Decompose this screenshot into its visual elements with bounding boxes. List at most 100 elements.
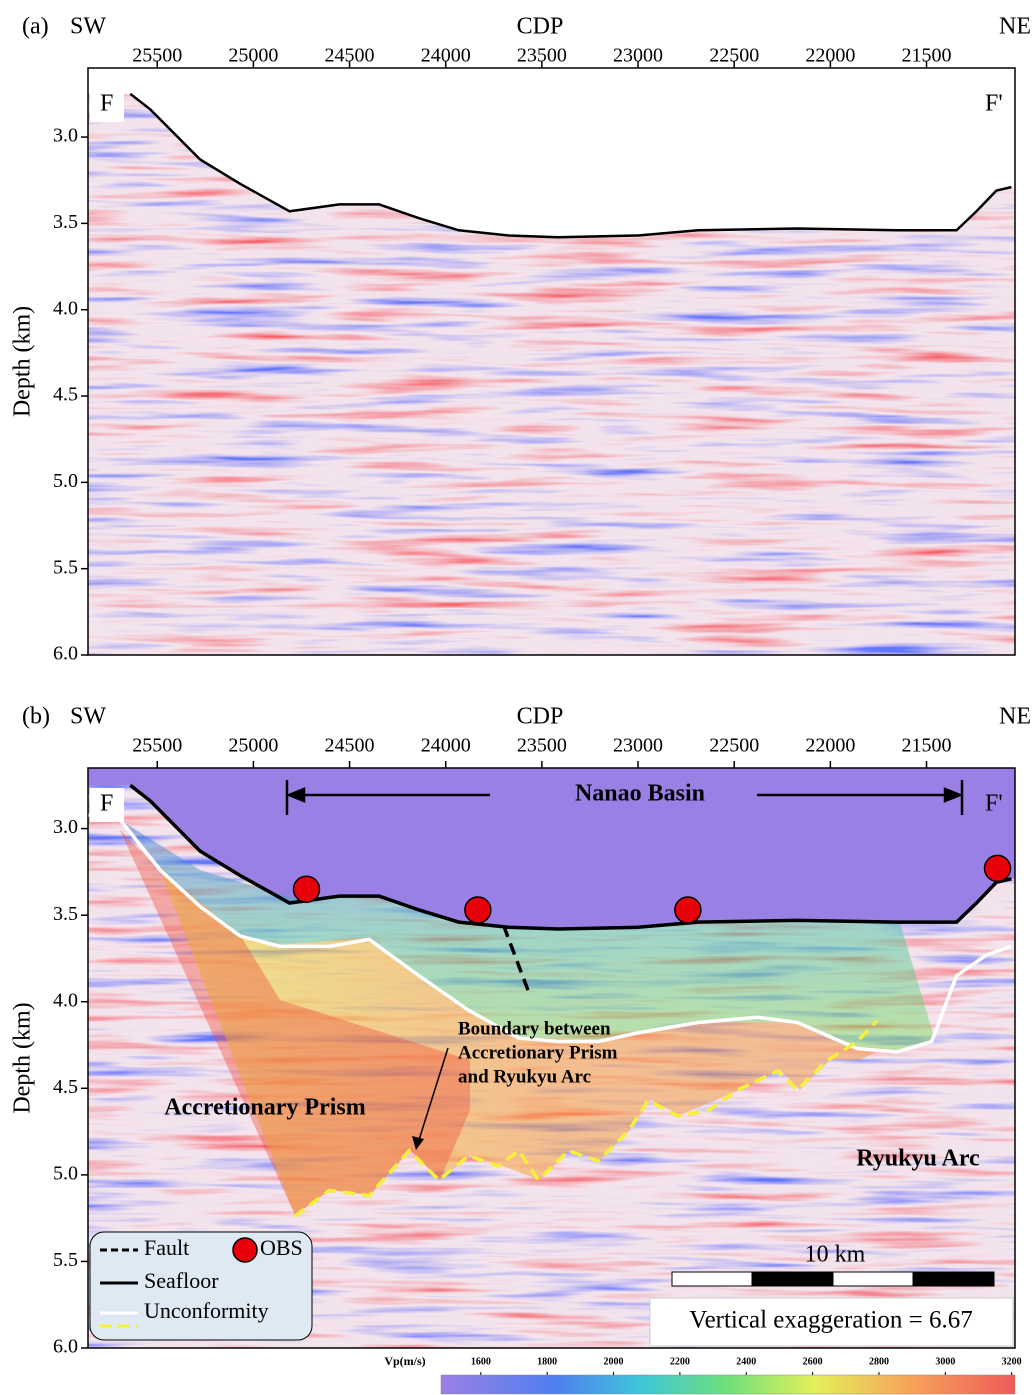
colorbar: [440, 1374, 1016, 1395]
y-tick-label: 3.5: [53, 903, 78, 925]
x-tick-label: 23000: [613, 735, 663, 757]
seafloor-trace: [129, 92, 1012, 239]
annotation: Accretionary Prism: [458, 1042, 618, 1063]
x-tick-label: 23000: [613, 45, 663, 67]
x-tick-label: 22500: [709, 735, 759, 757]
plot-frame: [87, 767, 1016, 1349]
scale-segment: [671, 1271, 753, 1287]
y-tick-label: 4.0: [53, 989, 78, 1011]
y-tick-label: 6.0: [53, 1336, 78, 1358]
x-tick-label: 23500: [517, 735, 567, 757]
legend-swatch: [232, 1237, 258, 1263]
scale-segment: [912, 1271, 995, 1287]
x-tick-label: 25000: [228, 45, 278, 67]
plot-frame: [87, 67, 1016, 656]
annotation: Ryukyu Arc: [856, 1146, 980, 1172]
x-tick-label: 24000: [421, 735, 471, 757]
colorbar-tick-label: 2200: [670, 1356, 690, 1367]
velocity-fill-middle: [160, 870, 880, 1215]
legend-label: Unconformity: [144, 1298, 269, 1323]
corner-label-bg: [977, 88, 1013, 122]
y-tick-label: 4.5: [53, 1076, 78, 1098]
x-tick-label: 21500: [902, 45, 952, 67]
obs-marker: [292, 875, 321, 903]
corner-label-bg: [90, 788, 124, 822]
obs-marker: [674, 896, 702, 924]
x-tick-label: 22000: [805, 735, 855, 757]
legend-label: Fault: [144, 1235, 189, 1260]
direction-label: SW: [70, 14, 106, 40]
y-tick-label: 4.5: [53, 384, 78, 406]
labels: (a) SW CDP NE Depth (km) 25500 25000 24500 24000…: [10, 14, 1031, 1375]
annotation: Nanao Basin: [575, 781, 705, 807]
y-tick-label: 6.0: [53, 643, 78, 665]
y-axis-label: Depth (km): [10, 306, 36, 417]
legend-label: Seafloor: [144, 1268, 219, 1293]
annotation: and Ryukyu Arc: [458, 1066, 591, 1087]
corner-label: F': [985, 91, 1003, 117]
exaggeration-box: [649, 1297, 1014, 1347]
x-tick-label: 25500: [132, 45, 182, 67]
y-tick-label: 3.0: [53, 125, 78, 147]
colorbar-tick-label: 2000: [604, 1356, 624, 1367]
y-tick-label: 3.0: [53, 816, 78, 838]
annotation: Boundary between: [458, 1018, 611, 1039]
x-tick-label: 21500: [902, 735, 952, 757]
y-tick-label: 5.5: [53, 1249, 78, 1271]
x-tick-label: 23500: [517, 45, 567, 67]
nanao-arrows: [285, 780, 964, 1150]
x-tick-label: 24000: [421, 45, 471, 67]
y-tick-label: 5.0: [53, 1162, 78, 1184]
exaggeration-label: Vertical exaggeration = 6.67: [689, 1307, 972, 1334]
panel-label: (a): [22, 14, 49, 40]
series-line: [501, 924, 531, 992]
y-tick-label: 5.5: [53, 556, 78, 578]
velocity-fill-lower: [120, 830, 470, 1215]
corner-label: F: [100, 791, 113, 817]
colorbar-tick-label: 3200: [1002, 1356, 1022, 1367]
scale-segment: [751, 1271, 834, 1287]
obs-marker: [983, 854, 1012, 883]
y-tick-label: 3.5: [53, 211, 78, 233]
series-line: [88, 813, 1012, 1054]
scale-label: 10 km: [805, 1242, 866, 1268]
arrow-head: [412, 1136, 424, 1150]
direction-label: NE: [999, 14, 1031, 40]
water-column: [88, 68, 1015, 238]
colorbar-tick-label: 3000: [935, 1356, 955, 1367]
x-tick-label: 22500: [709, 45, 759, 67]
colorbar-tick-label: 2600: [803, 1356, 823, 1367]
x-axis-label: CDP: [517, 14, 564, 40]
panel-b-marks: [88, 783, 1012, 1218]
velocity-fill-upper: [120, 820, 935, 1052]
x-tick-label: 24500: [325, 735, 375, 757]
y-axis-label: Depth (km): [10, 1002, 36, 1113]
series-line: [129, 783, 1012, 931]
corner-label: F: [100, 91, 113, 117]
x-axis-label: CDP: [517, 704, 564, 730]
legend-box: [89, 1231, 313, 1341]
colorbar-tick-label: 1600: [471, 1356, 491, 1367]
velocity-overlay: [120, 820, 935, 1215]
arrow-head: [943, 787, 964, 803]
colorbar-tick-label: 2800: [869, 1356, 889, 1367]
y-tick-label: 5.0: [53, 470, 78, 492]
scale-bar: [671, 1271, 995, 1287]
x-tick-label: 25500: [132, 735, 182, 757]
panel-label: (b): [22, 704, 50, 730]
direction-label: NE: [999, 704, 1031, 730]
panel-a: [87, 67, 1016, 656]
direction-label: SW: [70, 704, 106, 730]
legend-label: OBS: [260, 1235, 303, 1260]
arrow-head: [285, 787, 306, 803]
corner-label-bg: [90, 88, 124, 122]
pointer-arrow: [417, 1047, 449, 1144]
series-line: [293, 1019, 879, 1218]
x-tick-label: 22000: [805, 45, 855, 67]
colorbar-tick-label: 2400: [736, 1356, 756, 1367]
annotation: Accretionary Prism: [164, 1095, 365, 1121]
obs-marker: [464, 896, 492, 924]
y-tick-label: 4.0: [53, 297, 78, 319]
colorbar-tick-label: 1800: [537, 1356, 557, 1367]
